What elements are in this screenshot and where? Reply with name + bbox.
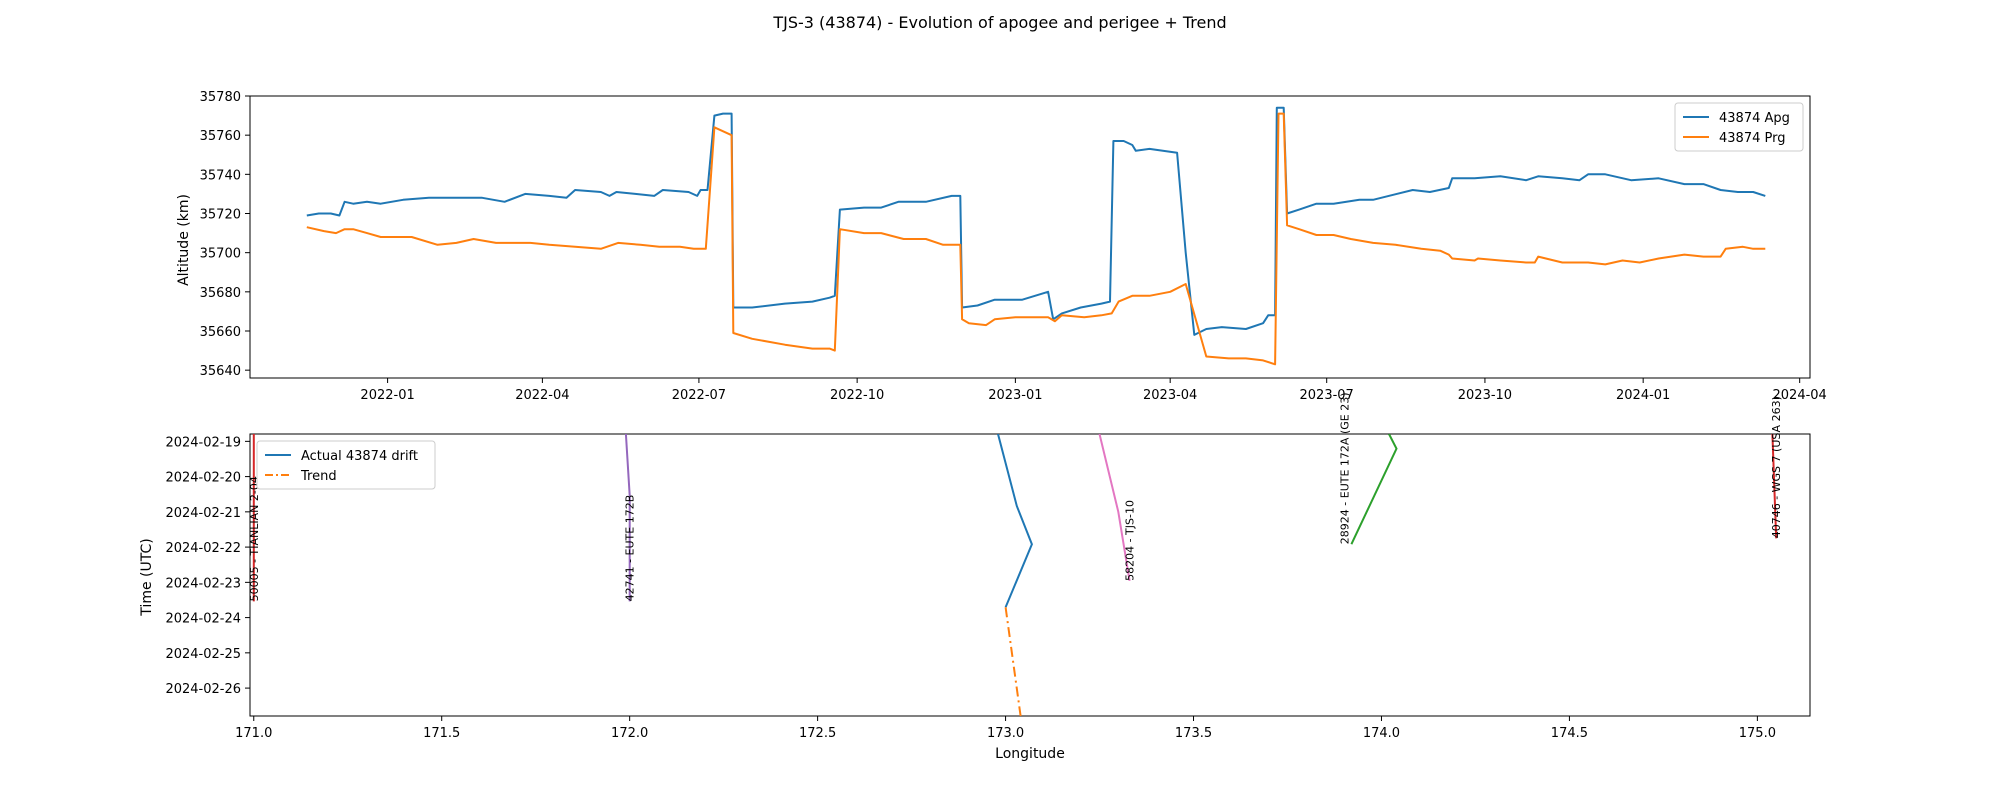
bottom-y-tick-label: 2024-02-25 — [165, 647, 241, 662]
top-y-tick-label: 35660 — [200, 325, 241, 340]
top-x-tick-label: 2022-10 — [830, 388, 884, 403]
top-x-tick-label: 2022-01 — [360, 388, 414, 403]
top-x-tick-label: 2023-04 — [1143, 388, 1197, 403]
bottom-chart-xlabel: Longitude — [995, 746, 1065, 762]
bottom-y-tick-label: 2024-02-19 — [165, 435, 241, 450]
bottom-y-tick-label: 2024-02-23 — [165, 576, 241, 591]
top-x-tick-label: 2022-07 — [672, 388, 726, 403]
satellite-label: 28924 - EUTE 172A (GE 23) — [1338, 392, 1351, 544]
top-y-tick-label: 35780 — [200, 90, 241, 105]
top-chart-legend: 43874 Apg 43874 Prg — [1674, 102, 1804, 152]
legend-entry: 43874 Prg — [1719, 131, 1785, 146]
bottom-y-tick-label: 2024-02-24 — [165, 612, 241, 627]
legend-entry: Trend — [300, 469, 337, 484]
series-line-43874-apg — [306, 106, 1766, 336]
top-x-tick-label: 2023-01 — [988, 388, 1042, 403]
apogee-perigee-chart: Altitude (km) 2022-01 2022-04 2022-07 2022-… — [176, 90, 1827, 403]
legend-frame — [256, 440, 436, 490]
bottom-x-tick-label: 174.0 — [1363, 726, 1400, 741]
satellite-label: 40746 - WGS 7 (USA 263) — [1770, 396, 1783, 538]
series-line-trend — [1004, 607, 1022, 716]
top-x-tick-label: 2022-04 — [515, 388, 569, 403]
top-x-tick-label: 2023-07 — [1300, 388, 1354, 403]
satellite-label: 58204 - TJS-10 — [1124, 500, 1137, 581]
bottom-x-tick-label: 172.0 — [611, 726, 648, 741]
satellite-track-58204-tjs-10 — [1098, 434, 1131, 582]
bottom-y-tick-label: 2024-02-22 — [165, 541, 241, 556]
top-x-tick-label: 2023-10 — [1458, 388, 1512, 403]
top-y-tick-label: 35700 — [200, 247, 241, 262]
bottom-y-tick-label: 2024-02-26 — [165, 682, 241, 697]
top-y-tick-label: 35680 — [200, 286, 241, 301]
bottom-x-tick-label: 174.5 — [1551, 726, 1588, 741]
bottom-x-tick-label: 173.5 — [1175, 726, 1212, 741]
legend-entry: 43874 Apg — [1719, 111, 1790, 126]
top-y-tick-label: 35720 — [200, 208, 241, 223]
satellite-label: 42741 - EUTE 172B — [624, 495, 637, 602]
bottom-chart-ylabel: Time (UTC) — [139, 538, 155, 616]
series-line-43874-prg — [306, 112, 1766, 366]
bottom-chart-legend: Actual 43874 drift Trend — [256, 440, 436, 490]
bottom-x-tick-label: 175.0 — [1739, 726, 1776, 741]
series-line-actual-43874-drift — [997, 434, 1033, 608]
top-chart-ylabel: Altitude (km) — [176, 194, 192, 286]
top-y-tick-label: 35760 — [200, 129, 241, 144]
satellite-label: 50005 - TIANLIAN 2-04 — [248, 476, 261, 601]
top-x-tick-label: 2024-01 — [1616, 388, 1670, 403]
top-x-tick-label: 2024-04 — [1773, 388, 1827, 403]
legend-entry: Actual 43874 drift — [301, 449, 418, 464]
top-chart-plot-area — [249, 95, 1811, 379]
bottom-chart-plot-area — [249, 433, 1811, 717]
bottom-x-tick-label: 172.5 — [799, 726, 836, 741]
bottom-y-tick-label: 2024-02-21 — [165, 506, 241, 521]
bottom-x-tick-label: 173.0 — [987, 726, 1024, 741]
top-y-tick-label: 35640 — [200, 364, 241, 379]
satellite-track-28924-eute-172a-ge-23 — [1350, 434, 1398, 545]
legend-frame — [1674, 102, 1804, 152]
bottom-x-tick-label: 171.0 — [235, 726, 272, 741]
bottom-y-tick-label: 2024-02-20 — [165, 471, 241, 486]
longitude-drift-chart: Time (UTC) Longitude 50005 - TIANLIAN 2-… — [139, 392, 1811, 762]
top-y-tick-label: 35740 — [200, 168, 241, 183]
figure-title: TJS-3 (43874) - Evolution of apogee and … — [772, 13, 1226, 32]
satellite-track-40746-wgs-7-usa-263 — [1771, 434, 1778, 539]
satellite-track-42741-eute-172b — [624, 434, 631, 602]
bottom-x-tick-label: 171.5 — [423, 726, 460, 741]
